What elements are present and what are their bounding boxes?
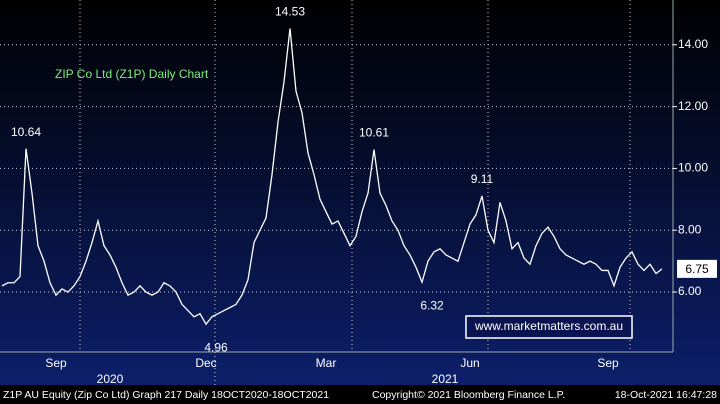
year-label: 2020 — [97, 372, 124, 386]
last-price-label: 6.75 — [685, 262, 709, 276]
price-line — [1, 28, 663, 326]
y-tick-label: 14.00 — [678, 37, 708, 51]
annotation: 9.11 — [471, 172, 494, 186]
y-tick-label: 6.00 — [678, 284, 702, 298]
footer-copyright: Copyright© 2021 Bloomberg Finance L.P. — [372, 389, 565, 401]
chart-title: ZIP Co Ltd (Z1P) Daily Chart — [55, 67, 209, 81]
x-tick-label: Jun — [460, 356, 479, 370]
annotation: 4.96 — [204, 340, 228, 354]
y-tick-label: 10.00 — [678, 161, 708, 175]
footer-security: Z1P AU Equity (Zip Co Ltd) Graph 217 Dai… — [3, 389, 329, 401]
y-tick-label: 12.00 — [678, 99, 708, 113]
x-tick-label: Mar — [316, 356, 337, 370]
x-tick-label: Dec — [195, 356, 216, 370]
annotation: 6.32 — [420, 298, 444, 312]
annotation: 14.53 — [275, 5, 305, 19]
year-label: 2021 — [432, 372, 459, 386]
x-tick-label: Sep — [597, 356, 619, 370]
x-tick-label: Sep — [45, 356, 67, 370]
annotation: 10.61 — [359, 126, 389, 140]
watermark: www.marketmatters.com.au — [474, 319, 623, 333]
annotation: 10.64 — [11, 125, 41, 139]
y-tick-label: 8.00 — [678, 222, 702, 236]
last-price-box — [677, 259, 717, 278]
watermark-box — [465, 315, 633, 339]
footer-timestamp: 18-Oct-2021 16:47:28 — [615, 389, 717, 401]
